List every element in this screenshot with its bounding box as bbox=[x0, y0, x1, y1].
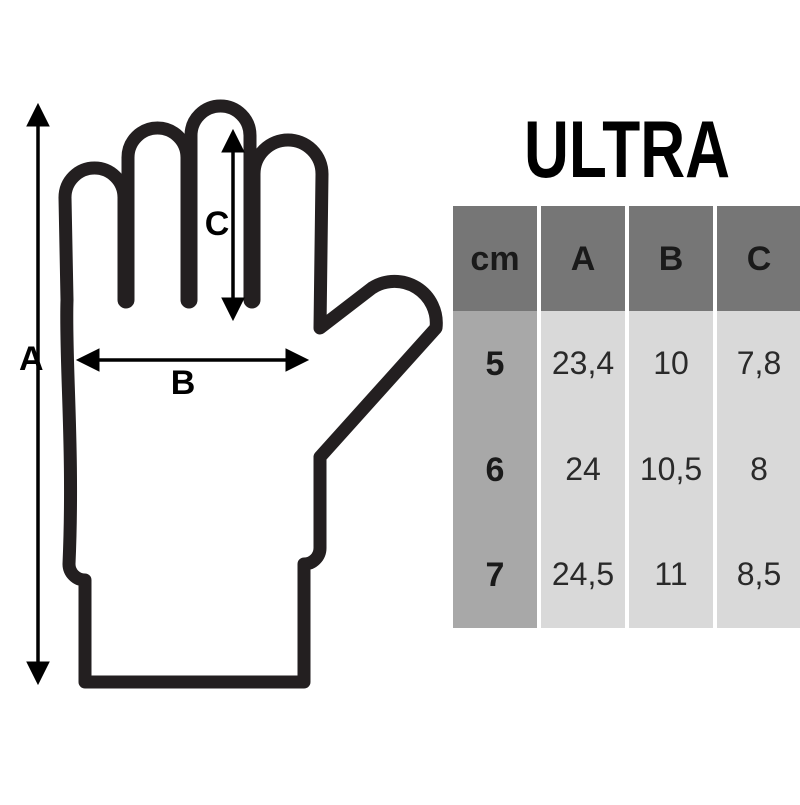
svg-text:8: 8 bbox=[750, 451, 768, 487]
svg-text:11: 11 bbox=[654, 556, 687, 592]
svg-text:cm: cm bbox=[470, 240, 519, 278]
svg-text:10: 10 bbox=[653, 345, 689, 381]
svg-text:C: C bbox=[205, 205, 230, 243]
svg-text:7,8: 7,8 bbox=[737, 345, 781, 381]
svg-text:24: 24 bbox=[565, 451, 601, 487]
svg-text:ULTRA: ULTRA bbox=[524, 105, 730, 195]
svg-text:8,5: 8,5 bbox=[737, 556, 781, 592]
svg-text:5: 5 bbox=[486, 345, 505, 383]
svg-text:C: C bbox=[747, 240, 772, 278]
svg-text:10,5: 10,5 bbox=[640, 451, 702, 487]
svg-text:23,4: 23,4 bbox=[552, 345, 614, 381]
svg-text:B: B bbox=[659, 240, 684, 278]
svg-text:A: A bbox=[19, 340, 44, 378]
svg-text:6: 6 bbox=[486, 451, 505, 489]
svg-text:A: A bbox=[571, 240, 596, 278]
svg-text:B: B bbox=[171, 364, 196, 402]
svg-text:7: 7 bbox=[486, 556, 505, 594]
svg-text:24,5: 24,5 bbox=[552, 556, 614, 592]
